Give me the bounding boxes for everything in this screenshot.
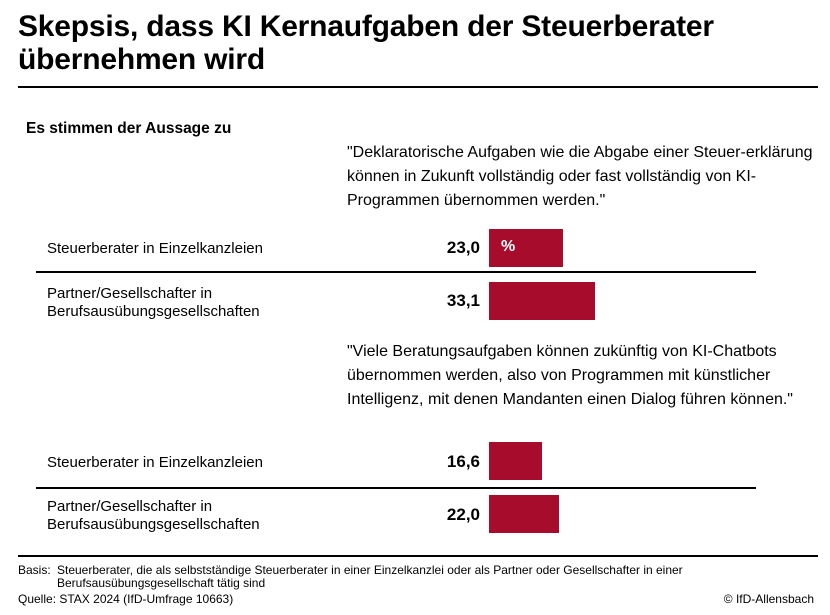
- bar-g2-r2: [489, 495, 559, 533]
- statement-2: "Viele Beratungsaufgaben können zukünfti…: [347, 343, 793, 408]
- row-label-g2-r1: Steuerberater in Einzelkanzleien: [47, 454, 263, 471]
- value-label-g2-r2: 22,0: [446, 505, 480, 524]
- statement-1: "Deklaratorische Aufgaben wie die Abgabe…: [347, 144, 813, 209]
- unit-label: %: [501, 238, 516, 255]
- row-label-g1-r1: Steuerberater in Einzelkanzleien: [47, 240, 263, 257]
- bar-g1-r1: %: [489, 229, 563, 267]
- value-label-g1-r2: 33,1: [446, 291, 480, 310]
- row-label-g1-r2: Partner/Gesellschafter in Berufsausübung…: [47, 285, 260, 320]
- bar-g1-r2: [489, 282, 595, 320]
- footer-basis-label: Basis:: [18, 563, 51, 577]
- footer-source: Quelle: STAX 2024 (IfD-Umfrage 10663): [18, 592, 234, 606]
- chart-title: Skepsis, dass KI Kernaufgaben der Steuer…: [18, 10, 714, 76]
- footer-copyright: © IfD-Allensbach: [723, 592, 814, 606]
- chart-subtitle: Es stimmen der Aussage zu: [26, 120, 232, 137]
- row-separator: [36, 271, 756, 273]
- title-divider: [18, 86, 818, 88]
- value-label-g1-r1: 23,0: [446, 238, 480, 257]
- row-label-g2-r2: Partner/Gesellschafter in Berufsausübung…: [47, 498, 260, 533]
- bar-g2-r1: [489, 442, 542, 480]
- footer-divider: [18, 555, 818, 557]
- footer-basis-text: Steuerberater, die als selbstständige St…: [57, 563, 683, 590]
- value-label-g2-r1: 16,6: [446, 452, 480, 471]
- row-separator: [36, 487, 756, 489]
